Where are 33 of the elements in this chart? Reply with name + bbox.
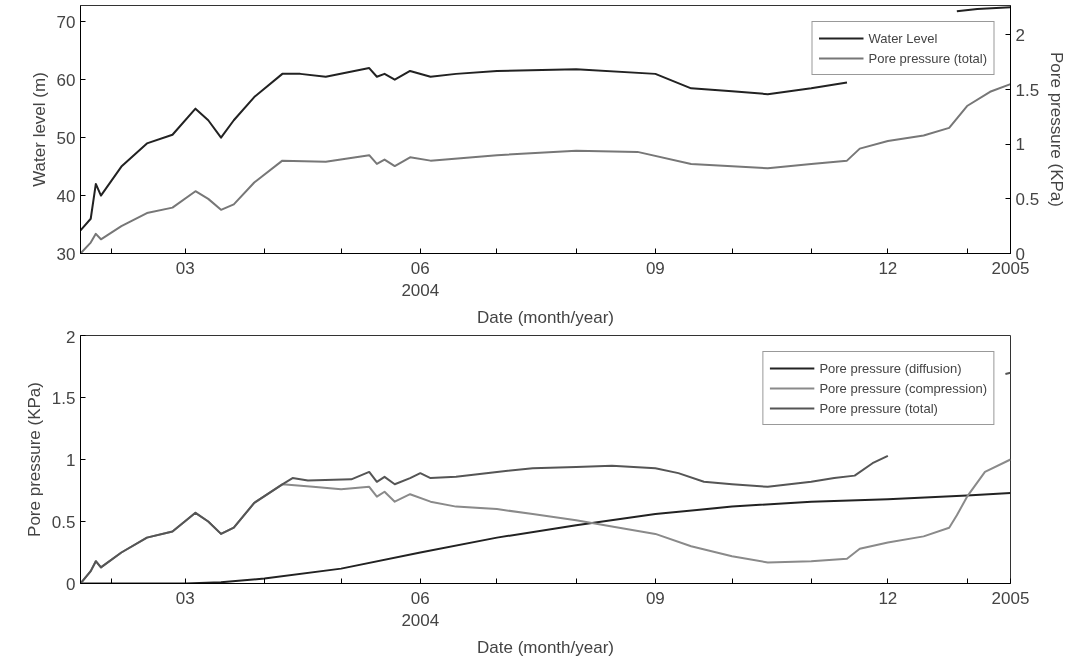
x-tick-label: 03: [175, 588, 195, 608]
y-axis-title: Pore pressure (KPa): [24, 382, 44, 537]
y-tick-label: 1: [66, 450, 76, 470]
y2-tick-label: 2: [1015, 26, 1025, 45]
y-tick-label: 0: [66, 574, 76, 594]
legend-label: Pore pressure (total): [819, 400, 938, 416]
x-tick-label: 2005: [991, 588, 1030, 608]
y-tick-label: 30: [56, 244, 76, 264]
legend-label: Water Level: [868, 30, 938, 46]
y-tick-label: 50: [56, 128, 76, 148]
x-tick-label: 06 2004: [401, 588, 440, 631]
y-tick-label: 70: [56, 12, 76, 32]
x-tick-label: 03: [175, 258, 195, 278]
x-tick-label: 06 2004: [401, 258, 440, 301]
x-tick-label: 12: [878, 258, 898, 278]
legend-label: Pore pressure (total): [868, 50, 987, 66]
y2-axis-title: Pore pressure (KPa): [1047, 52, 1067, 207]
legend-label: Pore pressure (compression): [819, 380, 987, 396]
x-axis-title: Date (month/year): [477, 638, 614, 658]
x-tick-label: 09: [645, 588, 665, 608]
y-tick-label: 1.5: [51, 388, 76, 408]
legend-label: Pore pressure (diffusion): [819, 360, 962, 376]
y2-tick-label: 0.5: [1015, 189, 1040, 209]
y-tick-label: 2: [66, 327, 76, 347]
x-axis-title: Date (month/year): [477, 308, 614, 328]
x-tick-label: 12: [878, 588, 898, 608]
y-tick-label: 60: [56, 70, 76, 90]
y-axis-title: Water level (m): [29, 72, 49, 187]
x-tick-label: 09: [645, 258, 665, 278]
y-tick-label: 0.5: [51, 512, 76, 532]
y2-tick-label: 1: [1015, 135, 1025, 155]
y-tick-label: 40: [56, 186, 76, 206]
y2-tick-label: 1.5: [1015, 80, 1040, 100]
